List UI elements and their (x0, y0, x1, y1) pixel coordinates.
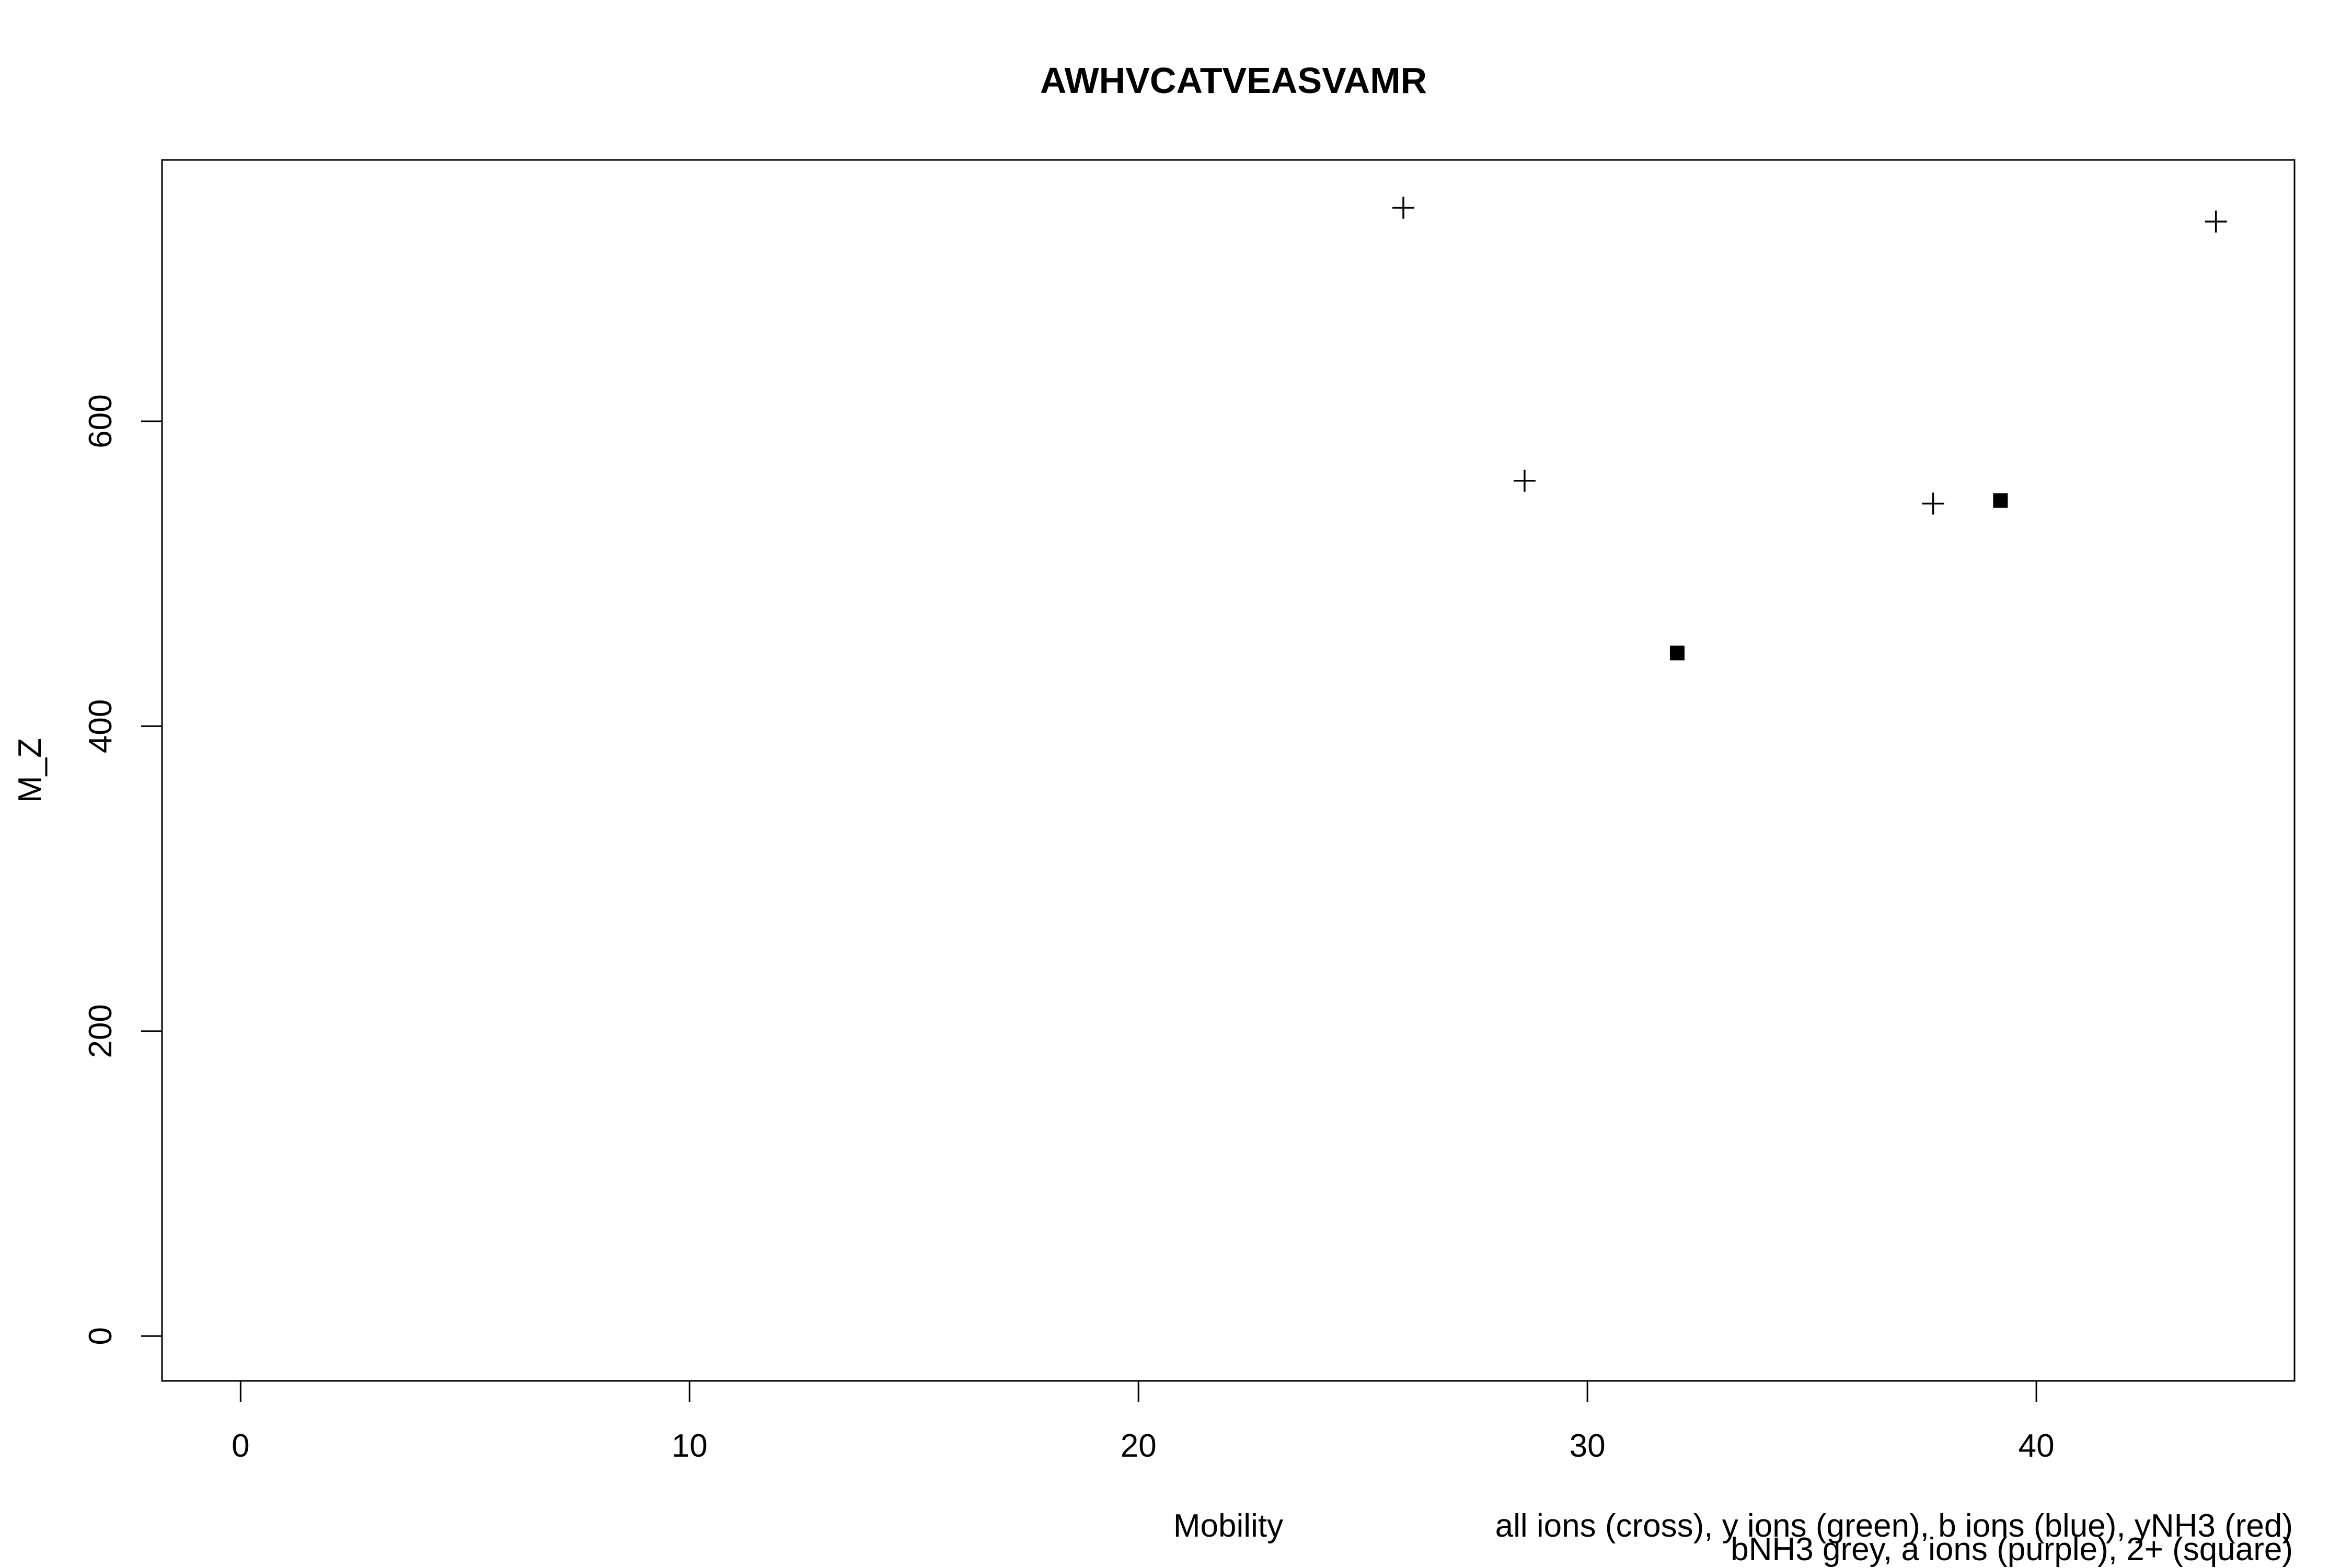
y-tick-label: 600 (83, 394, 119, 448)
y-axis: 0 200 400 600 (83, 394, 163, 1345)
x-axis: 0 10 20 30 40 (232, 1380, 2055, 1464)
y-tick-label: 400 (83, 699, 119, 753)
cross-point (1513, 469, 1536, 492)
square-point (1993, 493, 2008, 508)
x-tick-label: 0 (232, 1428, 249, 1464)
plot-frame (161, 159, 2296, 1382)
x-tick-label: 40 (2019, 1428, 2055, 1464)
legend-note-line-2: bNH3 grey, a ions (purple), 2+ (square) (1731, 1531, 2293, 1567)
cross-point (1922, 492, 1944, 515)
y-axis-label: M_Z (12, 738, 48, 803)
square-point (1669, 645, 1685, 661)
x-tick-label: 20 (1121, 1428, 1157, 1464)
y-tick-label: 200 (83, 1004, 119, 1058)
x-axis-label: Mobility (1173, 1508, 1283, 1544)
x-tick-label: 10 (672, 1428, 708, 1464)
chart-title: AWHVCATVEASVAMR (1040, 60, 1427, 101)
x-tick-label: 30 (1570, 1428, 1606, 1464)
cross-point (2205, 210, 2227, 233)
cross-point (1392, 197, 1414, 219)
legend-note-line-1: all ions (cross), y ions (green), b ions… (1495, 1508, 2293, 1544)
y-tick-label: 0 (83, 1327, 119, 1345)
data-points (1392, 197, 2227, 661)
